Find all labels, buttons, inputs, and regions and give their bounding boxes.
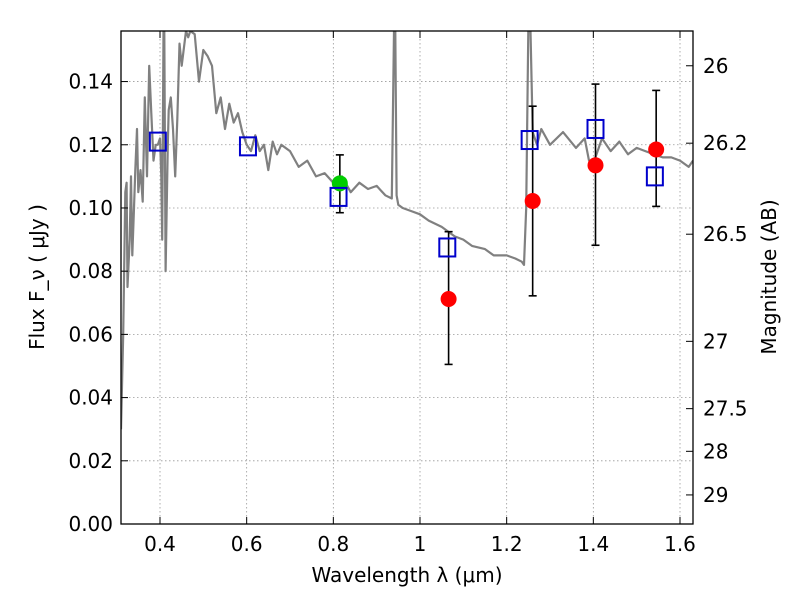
right-axis-label: Magnitude (AB) <box>757 199 781 354</box>
x-tick-label: 0.6 <box>231 532 263 556</box>
model-band-square <box>148 131 167 152</box>
grid <box>121 31 693 525</box>
y-tick-label: 0.14 <box>68 70 113 94</box>
y-tick-label: 0.08 <box>68 259 113 283</box>
model-band-square <box>645 166 664 187</box>
right-tick-label: 26.5 <box>703 222 748 246</box>
x-tick-label: 1 <box>414 532 427 556</box>
observed-point <box>524 193 541 210</box>
x-tick-label: 1.2 <box>491 532 523 556</box>
x-tick-label: 0.8 <box>317 532 349 556</box>
y-axis-label: Flux F_ν ( μJy ) <box>25 204 49 350</box>
right-tick-label: 26 <box>703 54 728 78</box>
observed-point <box>648 141 665 158</box>
right-tick-label: 27.5 <box>703 397 748 421</box>
x-axis-label: Wavelength λ (μm) <box>311 563 502 587</box>
x-tick-label: 0.4 <box>144 532 176 556</box>
y-tick-label: 0.02 <box>68 449 113 473</box>
model-spectrum-line <box>121 31 693 430</box>
model-band-square <box>238 136 257 157</box>
x-tick-label: 1.4 <box>577 532 609 556</box>
model-band-square <box>586 118 605 139</box>
model-band-square <box>329 186 348 207</box>
model-band-square <box>520 130 539 151</box>
right-tick-label: 26.2 <box>703 131 748 155</box>
plot-area <box>121 31 693 430</box>
ticks: 0.4 0.6 0.8 1 1.2 1.4 1.6 0.00 0.02 0.04 0.06 0.08 0… <box>68 31 748 556</box>
y-tick-label: 0.12 <box>68 133 113 157</box>
right-tick-label: 28 <box>703 439 728 463</box>
y-tick-label: 0.00 <box>68 512 113 536</box>
y-tick-label: 0.04 <box>68 386 113 410</box>
optical-point <box>331 175 348 192</box>
x-tick-label: 1.6 <box>664 532 696 556</box>
model-band-square <box>438 237 457 258</box>
right-tick-label: 27 <box>703 329 728 353</box>
observed-point <box>587 157 604 174</box>
right-tick-label: 29 <box>703 483 728 507</box>
y-tick-label: 0.10 <box>68 196 113 220</box>
plot-frame <box>120 30 694 525</box>
observed-point <box>440 290 457 307</box>
y-tick-label: 0.06 <box>68 322 113 346</box>
